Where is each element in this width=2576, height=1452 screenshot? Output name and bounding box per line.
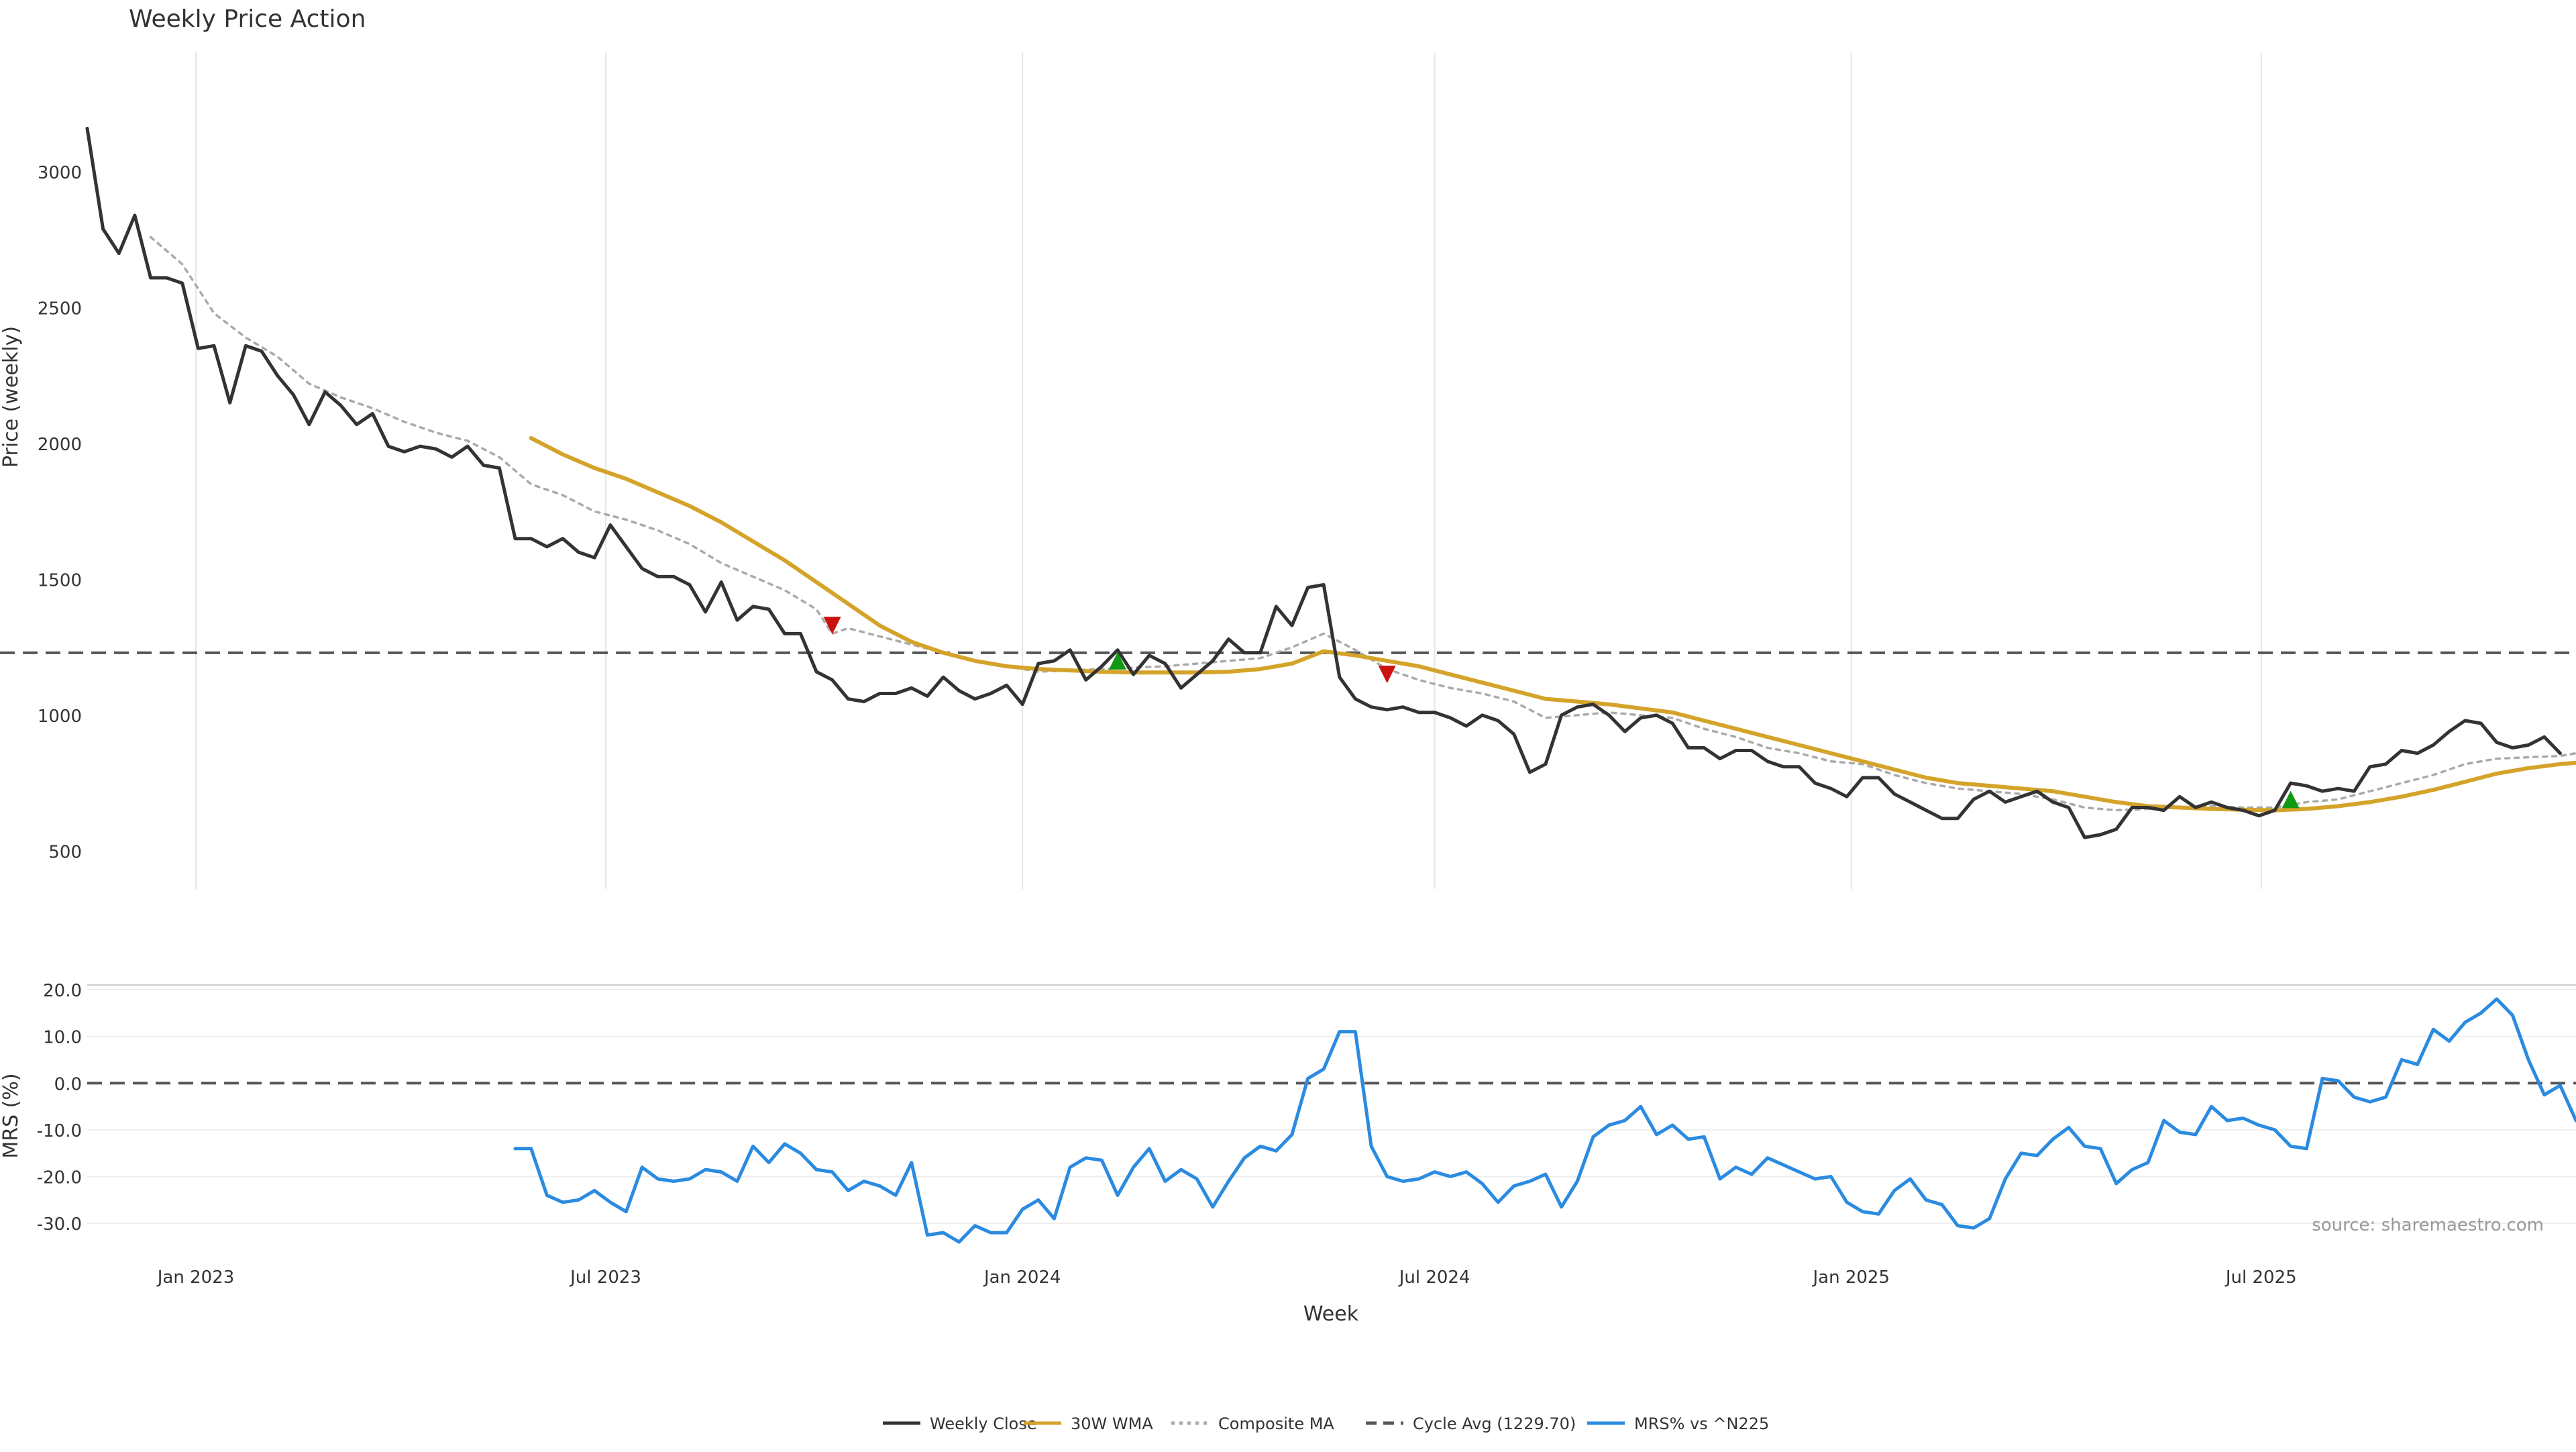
chart-title: Weekly Price Action bbox=[129, 5, 366, 33]
x-tick-label: Jan 2023 bbox=[156, 1267, 235, 1288]
composite-ma-line bbox=[151, 237, 2576, 810]
mrs-y-tick-label: 20.0 bbox=[43, 981, 82, 1001]
source-annotation: source: sharemaestro.com bbox=[2312, 1215, 2544, 1235]
mrs-y-tick-label: -30.0 bbox=[37, 1214, 82, 1235]
mrs-y-tick-label: -10.0 bbox=[37, 1121, 82, 1141]
price-y-tick-label: 3000 bbox=[38, 163, 82, 183]
x-tick-label: Jan 2024 bbox=[983, 1267, 1061, 1288]
sell-signal-marker bbox=[824, 617, 841, 634]
x-tick-label: Jan 2025 bbox=[1811, 1267, 1890, 1288]
weekly-close-line bbox=[87, 128, 2560, 837]
price-y-tick-label: 1500 bbox=[38, 570, 82, 590]
price-y-tick-label: 1000 bbox=[38, 707, 82, 727]
x-tick-label: Jul 2025 bbox=[2224, 1267, 2297, 1288]
mrs-y-tick-label: 0.0 bbox=[54, 1074, 82, 1094]
mrs-line bbox=[515, 999, 2576, 1242]
legend-label: MRS% vs ^N225 bbox=[1634, 1414, 1769, 1433]
mrs-y-tick-label: 10.0 bbox=[43, 1028, 82, 1048]
price-y-tick-label: 2500 bbox=[38, 299, 82, 319]
mrs-y-axis-label: MRS (%) bbox=[0, 1073, 23, 1158]
x-tick-label: Jul 2023 bbox=[569, 1267, 641, 1288]
price-y-tick-label: 500 bbox=[48, 842, 82, 862]
legend-label: 30W WMA bbox=[1071, 1414, 1153, 1433]
price-y-tick-label: 2000 bbox=[38, 435, 82, 455]
legend-label: Cycle Avg (1229.70) bbox=[1413, 1414, 1576, 1433]
sell-signal-marker bbox=[1379, 666, 1396, 683]
mrs-y-tick-label: -20.0 bbox=[37, 1168, 82, 1188]
legend-label: Composite MA bbox=[1218, 1414, 1334, 1433]
price-y-axis-label: Price (weekly) bbox=[0, 326, 23, 468]
wma-30w-line bbox=[531, 438, 2576, 811]
x-tick-label: Jul 2024 bbox=[1398, 1267, 1470, 1288]
x-axis-label: Week bbox=[1303, 1302, 1359, 1326]
legend-label: Weekly Close bbox=[930, 1414, 1037, 1433]
